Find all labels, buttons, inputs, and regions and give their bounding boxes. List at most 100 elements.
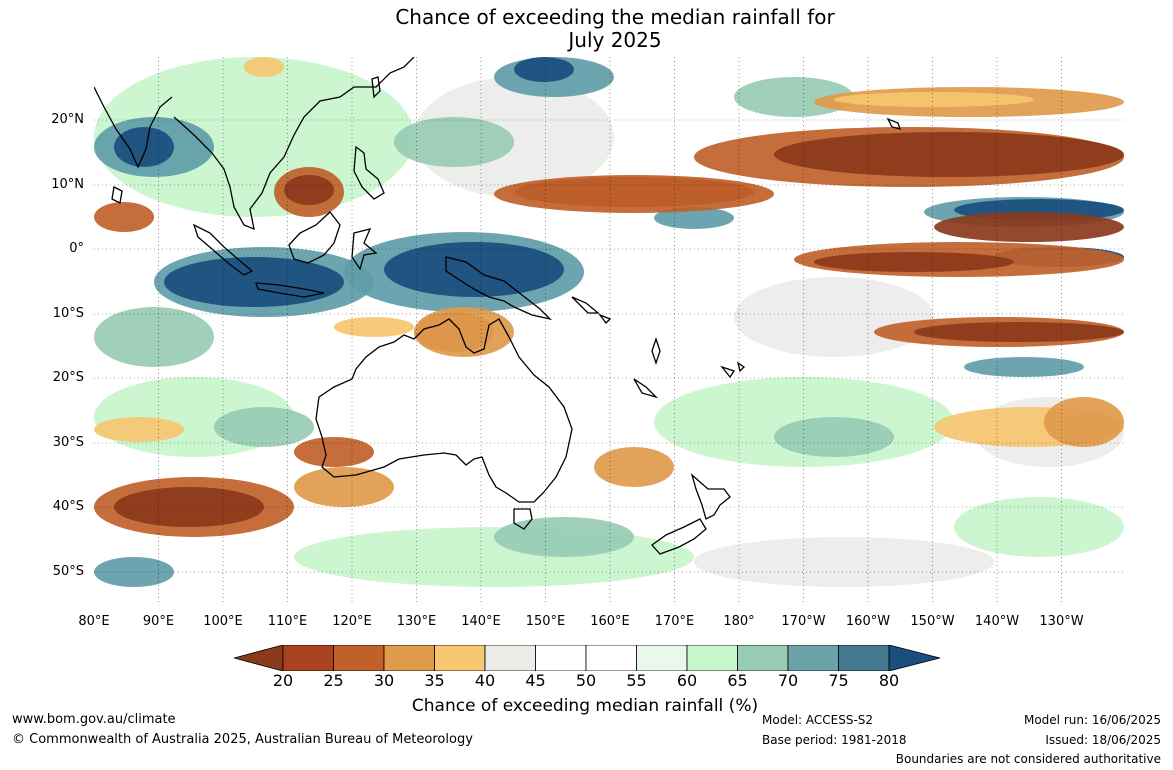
probability-patch xyxy=(964,357,1084,377)
probability-patch xyxy=(94,417,184,442)
colorbar-tick-label: 25 xyxy=(323,671,344,690)
colorbar-tick-label: 20 xyxy=(272,671,294,690)
colorbar-segment xyxy=(282,645,334,671)
lon-label: 130°E xyxy=(396,614,437,629)
footer-issued: Issued: 18/06/2025 xyxy=(1045,733,1161,747)
probability-patch xyxy=(114,487,264,527)
colorbar-segment xyxy=(686,645,738,671)
colorbar-segment xyxy=(787,645,839,671)
coastline-solomons xyxy=(571,296,612,324)
probability-patch xyxy=(164,257,344,307)
lat-label: 10°S xyxy=(52,306,84,321)
graticule xyxy=(94,57,1125,605)
probability-patch xyxy=(494,517,634,557)
probability-patch xyxy=(294,527,694,587)
lon-label: 160°E xyxy=(590,614,630,629)
colorbar-tick-label: 80 xyxy=(878,671,900,690)
lon-label: 80°E xyxy=(78,614,110,629)
footer-model-run: Model run: 16/06/2025 xyxy=(1023,713,1161,727)
coastline-australia xyxy=(315,318,573,503)
probability-patch xyxy=(414,77,614,197)
lat-label: 20°S xyxy=(52,370,84,385)
probability-patch xyxy=(514,57,574,82)
coastline-india xyxy=(94,86,173,169)
probability-patch xyxy=(494,175,774,213)
probability-patch xyxy=(294,467,394,507)
colorbar-tick-label: 60 xyxy=(676,671,698,690)
colorbar-segment xyxy=(333,645,385,671)
probability-patch xyxy=(774,417,894,457)
colorbar-segment xyxy=(383,645,435,671)
lon-label: 100°E xyxy=(203,614,243,629)
colorbar-tick-label: 40 xyxy=(474,671,496,690)
probability-patch xyxy=(814,252,1014,272)
coastline-tasmania xyxy=(513,508,533,530)
colorbar-tick-label: 65 xyxy=(727,671,748,690)
lon-label: 140°E xyxy=(461,614,501,629)
colorbar-segment xyxy=(838,645,890,671)
colorbar-arrow-high xyxy=(888,645,940,671)
lat-label: 0° xyxy=(69,241,84,256)
lon-label: 130°W xyxy=(1039,614,1084,629)
colorbar-segment xyxy=(737,645,789,671)
lon-label: 160°W xyxy=(845,614,891,629)
lon-label: 150°E xyxy=(525,614,566,629)
lon-label: 150°W xyxy=(910,614,955,629)
probability-fields xyxy=(94,57,1124,587)
footer-model: Model: ACCESS-S2 xyxy=(762,713,874,727)
coastline-java xyxy=(255,282,325,298)
colorbar-arrow-low xyxy=(234,645,284,671)
probability-patch xyxy=(334,317,414,337)
probability-patch xyxy=(94,202,154,232)
lon-label: 90°E xyxy=(142,614,175,629)
probability-patch xyxy=(214,407,314,447)
lon-label: 110°E xyxy=(267,614,308,629)
coastline-nz-south xyxy=(651,518,707,555)
probability-patch xyxy=(94,307,214,367)
colorbar-segment xyxy=(484,645,536,671)
probability-patch xyxy=(694,537,994,587)
coastline-hawaii xyxy=(886,117,901,130)
probability-patch xyxy=(834,92,1034,107)
probability-patch xyxy=(734,277,934,357)
colorbar-tick-label: 35 xyxy=(424,671,445,690)
probability-patch xyxy=(954,497,1124,557)
coastline-philippines xyxy=(353,145,385,200)
coastline-nz-north xyxy=(690,473,731,520)
colorbar-tick-label: 50 xyxy=(575,671,597,690)
coastline-borneo xyxy=(288,211,341,264)
coastline-vanuatu xyxy=(651,336,661,366)
colorbar-segment xyxy=(585,645,637,671)
coastline-taiwan xyxy=(371,76,381,99)
probability-patch xyxy=(934,212,1124,242)
probability-patch xyxy=(284,175,334,205)
colorbar-segment xyxy=(535,645,587,671)
footer-copyright: © Commonwealth of Australia 2025, Austra… xyxy=(12,732,473,747)
lat-label: 40°S xyxy=(52,499,84,514)
lon-label: 170°E xyxy=(654,614,695,629)
probability-patch xyxy=(594,447,674,487)
lon-label: 120°E xyxy=(332,614,372,629)
colorbar-segment xyxy=(636,645,688,671)
lon-label: 140°W xyxy=(974,614,1020,629)
map-title-line1: Chance of exceeding the median rainfall … xyxy=(395,5,835,29)
map-title-line2: July 2025 xyxy=(568,28,662,52)
lat-label: 50°S xyxy=(52,564,84,579)
lat-label: 10°N xyxy=(51,177,84,192)
probability-patch xyxy=(1044,397,1124,447)
colorbar-segment xyxy=(434,645,486,671)
coastlines xyxy=(94,57,901,555)
rainfall-map xyxy=(94,57,1125,605)
colorbar xyxy=(234,645,940,671)
coastline-sulawesi xyxy=(351,228,378,271)
colorbar-tick-label: 75 xyxy=(828,671,849,690)
probability-patch xyxy=(244,57,284,77)
footer-base-period: Base period: 1981-2018 xyxy=(762,733,907,747)
probability-patch xyxy=(654,207,734,229)
probability-patch xyxy=(294,437,374,467)
probability-patch xyxy=(384,242,564,297)
colorbar-tick-label: 45 xyxy=(525,671,546,690)
lat-label: 30°S xyxy=(52,435,84,450)
probability-patch xyxy=(394,117,514,167)
footer-website: www.bom.gov.au/climate xyxy=(12,712,176,727)
